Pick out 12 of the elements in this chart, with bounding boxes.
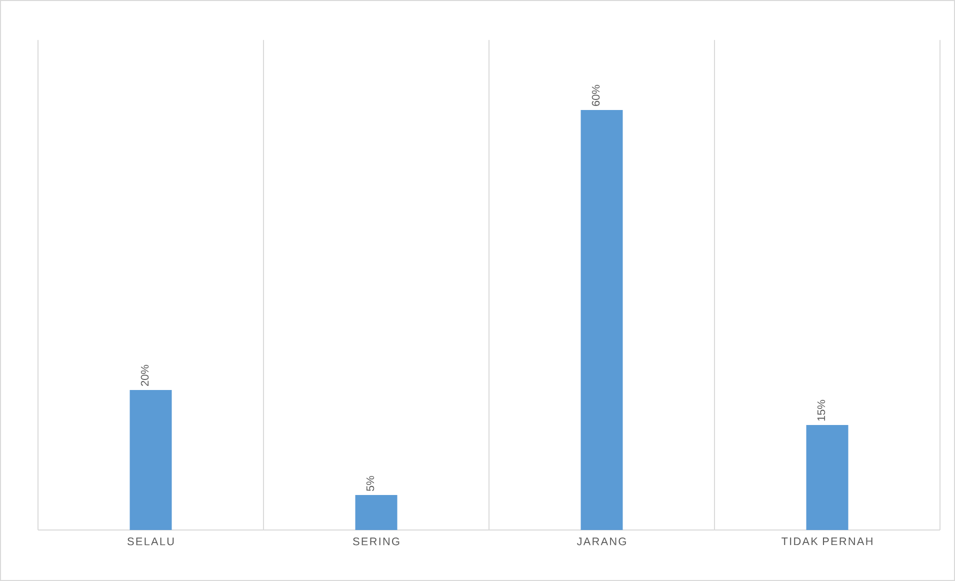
data-label: 60% [592, 84, 600, 106]
x-tick-label: SERING [353, 538, 400, 546]
bar [355, 494, 398, 530]
data-label: 20% [140, 364, 149, 386]
bar [130, 390, 172, 530]
bar [806, 424, 848, 530]
data-label: 15% [817, 400, 826, 421]
x-tick-label: TIDAK PERNAH [782, 538, 872, 546]
x-tick-label: JARANG [576, 538, 626, 546]
bar [580, 110, 623, 530]
data-label: 5% [366, 476, 374, 492]
x-tick-label: SELALU [128, 538, 174, 546]
